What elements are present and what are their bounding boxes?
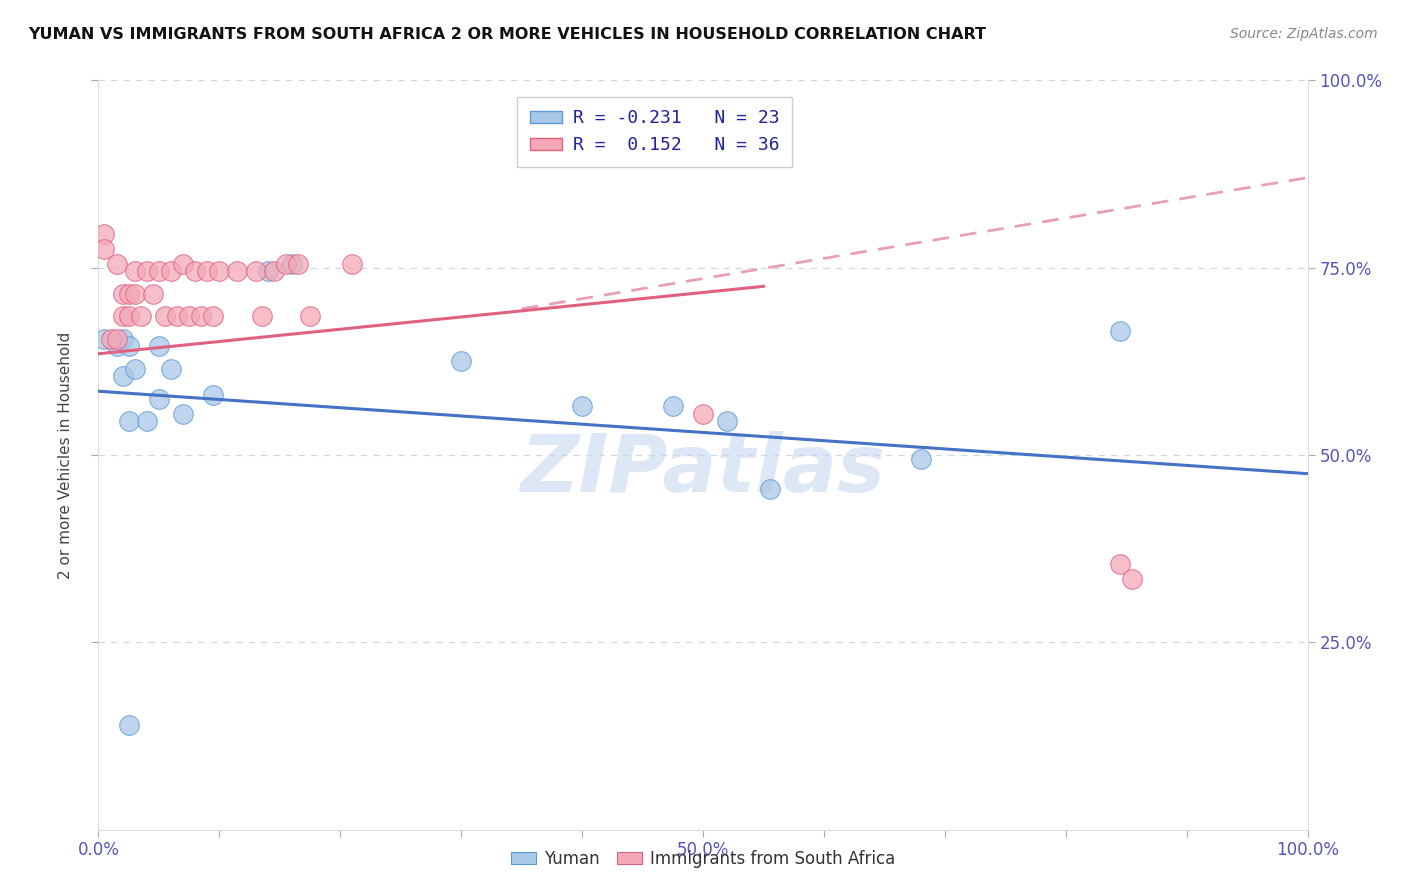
Point [111,286,134,301]
Point [299,310,322,324]
Y-axis label: 2 or more Vehicles in Household: 2 or more Vehicles in Household [58,331,73,579]
Point [105,339,128,353]
Point [105,257,128,271]
Point [172,407,194,421]
Point [93,332,115,346]
Point [148,264,170,278]
Point [135,264,157,278]
Point [274,257,297,271]
Point [153,310,176,324]
Text: YUMAN VS IMMIGRANTS FROM SOUTH AFRICA 2 OR MORE VEHICLES IN HOUSEHOLD CORRELATIO: YUMAN VS IMMIGRANTS FROM SOUTH AFRICA 2 … [28,27,986,42]
Point [93,227,115,241]
Point [287,257,309,271]
Point [910,451,932,466]
Point [118,286,141,301]
Point [160,361,183,376]
Point [245,264,267,278]
Point [263,264,285,278]
Point [184,264,207,278]
Point [190,310,212,324]
Point [1109,324,1132,338]
Point [135,414,157,428]
Point [1121,572,1143,586]
Point [256,264,278,278]
Point [250,310,273,324]
Point [716,414,738,428]
Point [195,264,218,278]
Point [342,257,364,271]
Point [100,332,122,346]
Point [1109,557,1132,571]
Point [118,717,141,731]
Point [111,310,134,324]
Point [148,392,170,406]
Point [450,354,472,368]
Point [111,369,134,384]
Point [93,242,115,256]
Text: Source: ZipAtlas.com: Source: ZipAtlas.com [1230,27,1378,41]
Point [179,310,201,324]
Point [226,264,249,278]
Point [124,264,146,278]
Point [208,264,231,278]
Point [281,257,304,271]
Point [692,407,714,421]
Point [118,414,141,428]
Point [172,257,194,271]
Point [661,399,683,413]
Point [129,310,152,324]
Point [118,339,141,353]
Point [202,310,225,324]
Legend: R = -0.231   N = 23, R =  0.152   N = 36: R = -0.231 N = 23, R = 0.152 N = 36 [517,97,792,167]
Point [124,286,146,301]
Point [166,310,188,324]
Text: ZIPatlas: ZIPatlas [520,431,886,509]
Point [124,361,146,376]
Point [111,332,134,346]
Point [148,339,170,353]
Point [142,286,165,301]
Point [571,399,593,413]
Legend: Yuman, Immigrants from South Africa: Yuman, Immigrants from South Africa [505,844,901,875]
Point [758,482,780,496]
Point [160,264,183,278]
Point [105,332,128,346]
Point [118,310,141,324]
Point [202,388,225,402]
